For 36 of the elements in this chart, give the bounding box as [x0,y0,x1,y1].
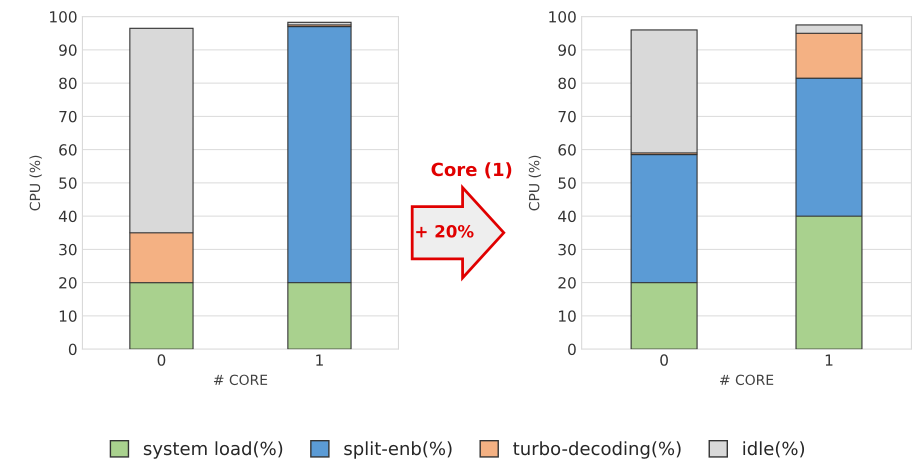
y-tick-label: 0 [68,344,77,356]
y-tick-label: 90 [59,44,77,56]
x-axis-title: # CORE [720,374,774,386]
y-tick-label: 40 [58,210,77,222]
y-tick-label: 50 [558,177,576,189]
y-tick-label: 100 [50,11,77,23]
y-axis-title: CPU (%) [29,156,42,210]
y-tick-label: 70 [558,110,576,122]
y-tick-label: 50 [59,177,77,189]
x-tick-label: 0 [660,354,668,366]
legend-label: system load(%) [144,441,282,459]
y-tick-label: 90 [558,44,576,56]
y-tick-label: 30 [558,244,576,256]
text: Core (1) [432,162,512,178]
y-tick-label: 10 [60,310,77,322]
y-tick-label: 80 [558,78,576,90]
legend-label: idle(%) [743,441,804,458]
y-tick-label: 100 [549,11,576,23]
y-tick-label: 0 [568,344,576,356]
y-tick-label: 60 [59,144,77,156]
legend-label: turbo-decoding(%) [513,441,681,459]
x-axis-title: # CORE [214,374,268,386]
y-tick-label: 10 [559,310,576,322]
y-tick-label: 20 [59,277,77,289]
x-tick-label: 1 [316,354,323,366]
x-tick-label: 0 [158,354,166,366]
y-tick-label: 80 [59,78,77,90]
y-tick-label: 30 [59,244,77,256]
x-tick-label: 1 [826,354,832,366]
y-tick-label: 40 [558,210,576,222]
y-tick-label: 20 [558,277,576,289]
y-tick-label: 60 [558,144,576,156]
y-axis-title: CPU (%) [528,156,542,210]
y-tick-label: 70 [59,110,77,122]
text: + 20% [416,224,474,238]
legend-label: split-enb(%) [344,441,452,459]
